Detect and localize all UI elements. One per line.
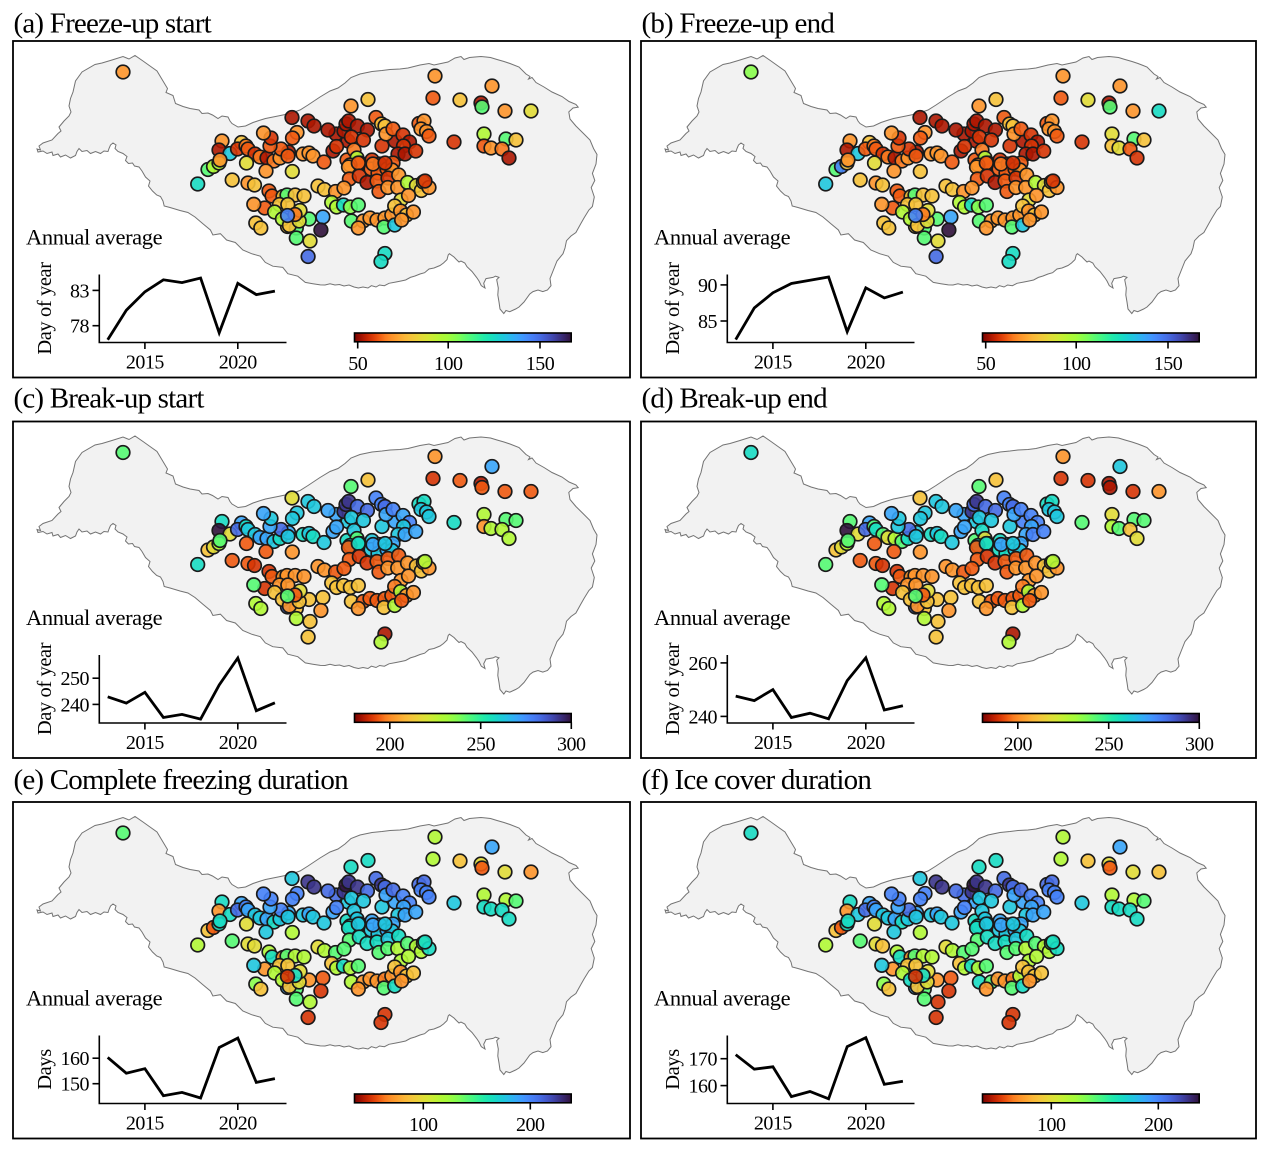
svg-text:2015: 2015	[126, 732, 165, 754]
svg-text:100: 100	[434, 353, 463, 375]
svg-text:200: 200	[1144, 1114, 1173, 1136]
svg-text:300: 300	[1185, 734, 1214, 756]
svg-text:Day of year: Day of year	[34, 642, 56, 735]
svg-text:Annual average: Annual average	[26, 986, 163, 1011]
svg-text:78: 78	[70, 316, 90, 338]
svg-text:(a) Freeze-up start: (a) Freeze-up start	[14, 8, 212, 40]
svg-text:250: 250	[466, 734, 495, 756]
svg-text:2020: 2020	[219, 732, 258, 754]
svg-text:Annual average: Annual average	[654, 605, 791, 630]
svg-text:Day of year: Day of year	[34, 262, 56, 355]
svg-text:(f) Ice cover duration: (f) Ice cover duration	[642, 764, 873, 796]
svg-text:260: 260	[689, 653, 718, 675]
svg-text:200: 200	[376, 734, 405, 756]
svg-text:Day of year: Day of year	[662, 642, 684, 735]
svg-text:150: 150	[61, 1074, 90, 1096]
svg-text:250: 250	[61, 668, 90, 690]
svg-text:300: 300	[557, 734, 586, 756]
svg-text:Annual average: Annual average	[26, 225, 163, 250]
svg-text:2015: 2015	[126, 1113, 165, 1135]
svg-text:250: 250	[1094, 734, 1123, 756]
svg-text:2020: 2020	[847, 1113, 886, 1135]
svg-text:2020: 2020	[847, 732, 886, 754]
svg-text:Annual average: Annual average	[654, 225, 791, 250]
svg-text:83: 83	[70, 280, 90, 302]
svg-text:2015: 2015	[754, 1113, 793, 1135]
svg-text:(c) Break-up start: (c) Break-up start	[14, 383, 205, 415]
svg-text:100: 100	[1062, 353, 1091, 375]
svg-text:160: 160	[61, 1048, 90, 1070]
svg-text:(d) Break-up end: (d) Break-up end	[642, 383, 829, 415]
svg-text:2015: 2015	[754, 732, 793, 754]
svg-text:50: 50	[348, 353, 368, 375]
svg-text:Day of year: Day of year	[662, 262, 684, 355]
svg-text:240: 240	[61, 694, 90, 716]
svg-text:50: 50	[976, 353, 996, 375]
svg-text:2020: 2020	[847, 352, 886, 374]
svg-text:90: 90	[698, 275, 718, 297]
svg-text:85: 85	[698, 311, 718, 333]
svg-text:150: 150	[526, 353, 555, 375]
svg-text:160: 160	[689, 1076, 718, 1098]
svg-text:200: 200	[1004, 734, 1033, 756]
svg-text:2020: 2020	[219, 352, 258, 374]
svg-text:150: 150	[1154, 353, 1183, 375]
svg-text:2015: 2015	[754, 352, 793, 374]
svg-text:170: 170	[689, 1049, 718, 1071]
svg-text:2020: 2020	[219, 1113, 258, 1135]
svg-text:100: 100	[1037, 1114, 1066, 1136]
svg-text:Annual average: Annual average	[26, 605, 163, 630]
svg-text:Annual average: Annual average	[654, 986, 791, 1011]
svg-text:Days: Days	[34, 1049, 56, 1090]
svg-text:240: 240	[689, 706, 718, 728]
svg-text:(e) Complete freezing duration: (e) Complete freezing duration	[14, 764, 350, 796]
svg-text:(b) Freeze-up end: (b) Freeze-up end	[642, 8, 836, 40]
svg-text:100: 100	[409, 1114, 438, 1136]
svg-text:2015: 2015	[126, 352, 165, 374]
svg-text:200: 200	[516, 1114, 545, 1136]
svg-text:Days: Days	[662, 1049, 684, 1090]
